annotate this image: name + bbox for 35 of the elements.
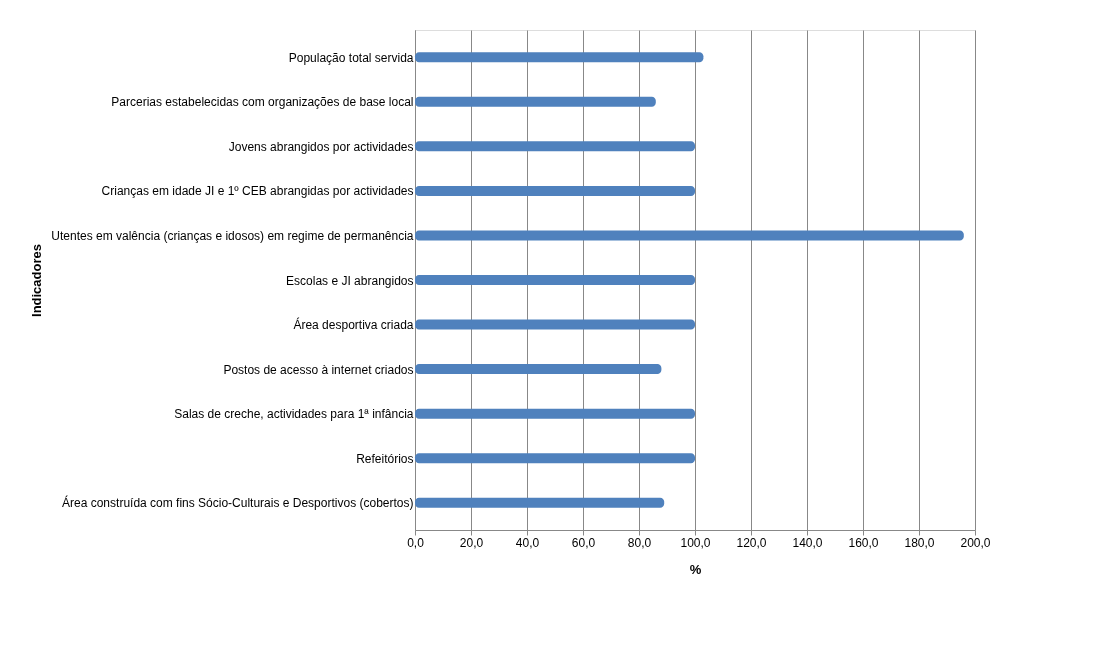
y-tick-label: Área construída com fins Sócio-Culturais e Desportivos (cobertos) bbox=[62, 495, 414, 511]
y-tick-label: População total servida bbox=[288, 50, 414, 65]
x-tick-label: 140,0 bbox=[792, 535, 823, 550]
bar bbox=[415, 185, 695, 196]
bar bbox=[415, 52, 704, 63]
x-tick-label: 100,0 bbox=[680, 535, 711, 550]
y-tick-label: Crianças em idade JI e 1º CEB abrangidas por actividades bbox=[101, 184, 414, 199]
x-tick-label: 200,0 bbox=[960, 535, 991, 550]
y-tick-label: Postos de acesso à internet criados bbox=[223, 362, 414, 377]
y-tick-label: Salas de creche, actividades para 1ª infância bbox=[174, 407, 414, 422]
x-tick-label: 60,0 bbox=[571, 535, 596, 550]
y-tick-label: Área desportiva criada bbox=[293, 317, 414, 333]
bar bbox=[415, 364, 662, 375]
bar bbox=[415, 497, 665, 508]
bar bbox=[415, 96, 656, 107]
bar bbox=[415, 275, 695, 285]
y-tick-label: Parcerias estabelecidas com organizações de base local bbox=[111, 95, 414, 110]
x-tick-label: 120,0 bbox=[736, 535, 767, 550]
y-tick-label: Refeitórios bbox=[356, 451, 414, 466]
x-axis-title: % bbox=[689, 561, 702, 577]
y-tick-label: Jovens abrangidos por actividades bbox=[228, 139, 414, 154]
x-tick-label: 0,0 bbox=[407, 535, 425, 550]
bar bbox=[415, 141, 695, 152]
y-tick-label: Utentes em valência (crianças e idosos) em regime de permanência bbox=[51, 228, 414, 243]
x-tick-label: 40,0 bbox=[515, 535, 540, 550]
y-axis-title: Indicadores bbox=[28, 244, 44, 317]
x-tick-label: 80,0 bbox=[627, 535, 652, 550]
bar bbox=[415, 408, 695, 419]
y-tick-label: Escolas e JI abrangidos bbox=[286, 273, 414, 288]
x-tick-label: 180,0 bbox=[904, 535, 935, 550]
bar bbox=[415, 453, 695, 464]
x-tick-label: 20,0 bbox=[459, 535, 484, 550]
x-tick-label: 160,0 bbox=[848, 535, 879, 550]
bar bbox=[415, 319, 695, 330]
bar bbox=[415, 230, 964, 241]
